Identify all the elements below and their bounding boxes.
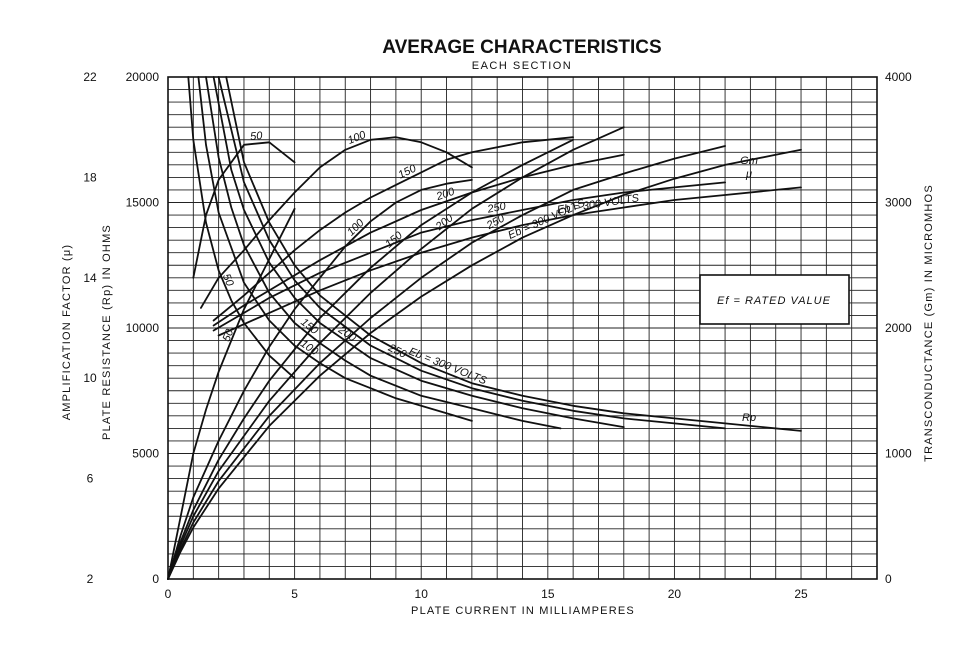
grid <box>168 77 877 579</box>
curve-mu-200 <box>212 153 625 327</box>
curve-gm-50 <box>167 207 296 580</box>
curve-label-rp-300: Eb = 300 VOLTS <box>407 346 489 388</box>
family-symbol-gm: Gm <box>740 155 758 167</box>
mu-tick-label: 14 <box>83 271 97 285</box>
curve-gm-250 <box>167 145 726 580</box>
curve-rp-50 <box>187 76 296 380</box>
axis-ticks: 0 5 10 15 20 25050001000015000200002610141822… <box>83 70 912 601</box>
curve-rp-300 <box>225 76 802 432</box>
curve-label-gm-50: 50 <box>221 327 237 344</box>
rp-tick-label: 0 <box>152 572 159 586</box>
x-tick-label: 10 <box>415 587 429 601</box>
rp-tick-label: 15000 <box>126 196 160 210</box>
curve-gm-200 <box>167 126 625 580</box>
mu-tick-label: 10 <box>83 371 97 385</box>
rp-tick-label: 10000 <box>126 321 160 335</box>
mu-tick-label: 6 <box>87 472 94 486</box>
curve-label-rp-50: 50 <box>220 272 236 289</box>
plot-frame <box>167 76 878 580</box>
curve-mu-50 <box>192 141 296 279</box>
curve-label-mu-100: 100 <box>346 129 368 147</box>
curve-gm-150 <box>167 138 574 580</box>
x-tick-label: 25 <box>794 587 808 601</box>
curve-mu-300 <box>217 186 802 337</box>
chart-title: AVERAGE CHARACTERISTICS <box>382 37 661 58</box>
curve-label-gm-100: 100 <box>345 216 367 238</box>
curve-label-mu-200: 200 <box>434 185 457 203</box>
chart-subtitle: EACH SECTION <box>472 60 573 72</box>
curve-mu-100 <box>200 136 473 309</box>
x-tick-label: 5 <box>291 587 298 601</box>
gm-tick-label: 3000 <box>885 196 912 210</box>
x-tick-label: 20 <box>668 587 682 601</box>
curve-label-mu-50: 50 <box>250 130 264 143</box>
curves <box>167 76 802 580</box>
y-axis-label-gm: TRANSCONDUCTANCE (Gm) IN MICROMHOS <box>923 184 935 462</box>
mu-tick-label: 22 <box>83 70 97 84</box>
x-axis-label: PLATE CURRENT IN MILLIAMPERES <box>411 605 635 617</box>
x-tick-label: 0 <box>165 587 172 601</box>
gm-tick-label: 0 <box>885 572 892 586</box>
y-axis-label-rp: PLATE RESISTANCE (Rp) IN OHMS <box>101 224 113 440</box>
curve-rp-250 <box>217 76 726 430</box>
mu-tick-label: 2 <box>87 572 94 586</box>
family-symbol-rp: Rp <box>742 412 756 424</box>
curve-mu-150 <box>212 136 574 322</box>
rp-tick-label: 20000 <box>126 70 160 84</box>
y-axis-label-mu: AMPLIFICATION FACTOR (μ) <box>61 244 73 421</box>
mu-tick-label: 18 <box>83 170 97 184</box>
curve-rp-100 <box>197 76 473 422</box>
rated-value-text: Ef = RATED VALUE <box>717 295 831 307</box>
x-tick-label: 15 <box>541 587 555 601</box>
gm-tick-label: 1000 <box>885 447 912 461</box>
curve-rp-200 <box>212 76 625 428</box>
curve-gm-300 <box>167 148 802 580</box>
family-symbol-mu: μ <box>745 168 752 180</box>
gm-tick-label: 4000 <box>885 70 912 84</box>
rated-value-box <box>699 274 850 325</box>
curve-label-mu-250: 250 <box>485 200 507 216</box>
curve-rp-150 <box>205 76 562 430</box>
rp-tick-label: 5000 <box>132 447 159 461</box>
gm-tick-label: 2000 <box>885 321 912 335</box>
